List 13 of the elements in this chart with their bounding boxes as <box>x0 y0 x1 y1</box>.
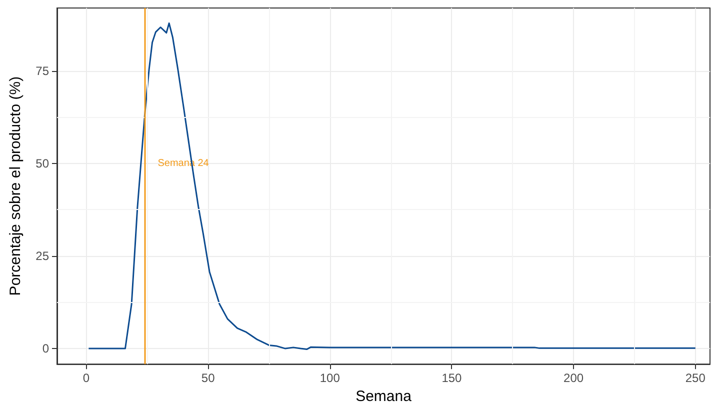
y-axis-title: Porcentaje sobre el producto (%) <box>7 76 24 296</box>
x-tick-label: 150 <box>442 371 462 386</box>
x-tick-label: 200 <box>564 371 584 386</box>
y-tick-label: 75 <box>36 64 50 78</box>
x-tick-label: 100 <box>320 371 340 386</box>
y-tick-label: 50 <box>36 156 50 170</box>
y-tick-label: 0 <box>42 342 50 356</box>
y-tick-label: 25 <box>36 249 50 264</box>
x-axis-title: Semana <box>356 388 412 405</box>
x-tick-label: 0 <box>82 371 90 386</box>
x-tick-label: 50 <box>201 371 216 386</box>
x-tick-label: 250 <box>685 371 706 386</box>
line-series <box>88 22 696 350</box>
